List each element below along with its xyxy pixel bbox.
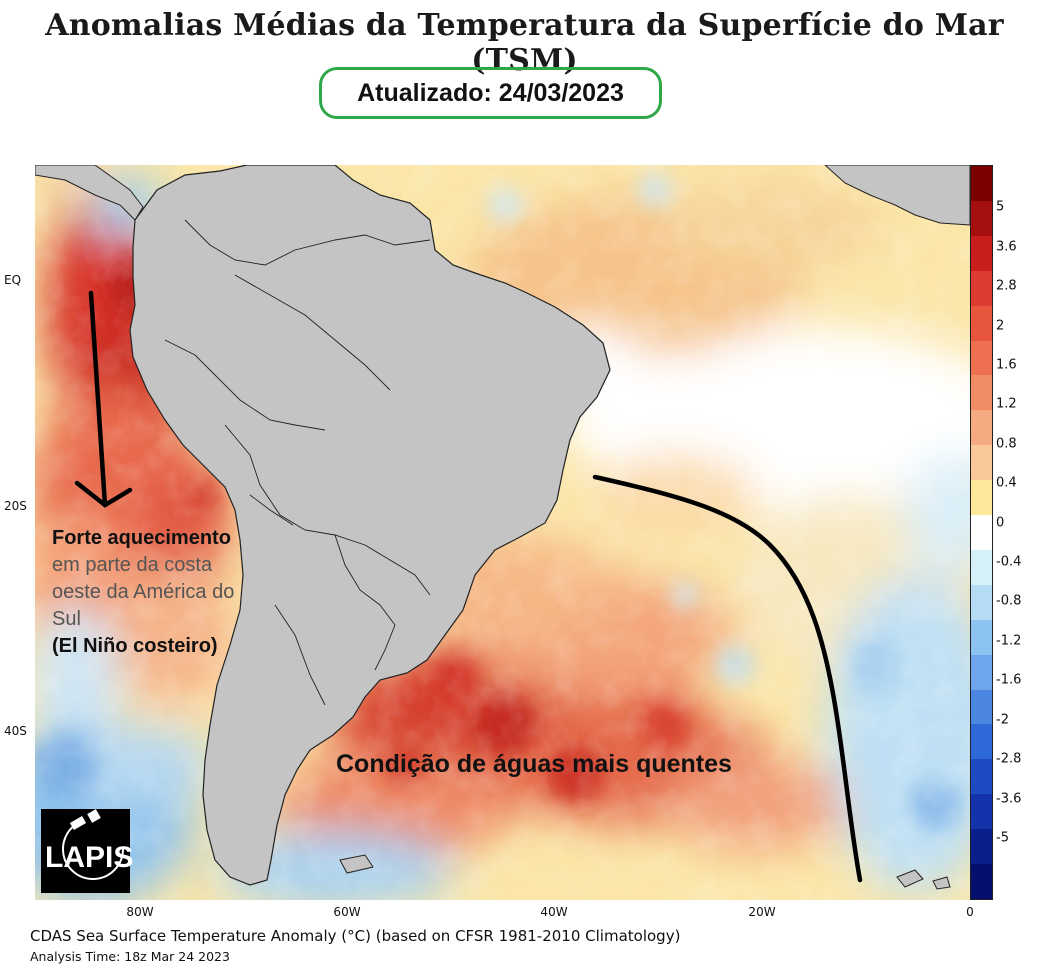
colorbar-segment	[971, 584, 992, 621]
colorbar-tick-label: -0.4	[996, 554, 1022, 570]
lat-label-20s: 20S	[4, 499, 27, 513]
colorbar-segment	[971, 759, 992, 795]
colorbar-segment	[971, 305, 992, 341]
colorbar-segment	[971, 724, 992, 760]
lon-label-20w: 20W	[748, 905, 776, 919]
lapis-logo: LAPIS	[41, 809, 134, 893]
colorbar-tick-label: 1.6	[996, 357, 1017, 373]
colorbar-tick-label: 0.4	[996, 475, 1017, 491]
colorbar-segment	[971, 270, 992, 307]
colorbar-segment	[971, 864, 992, 900]
colorbar-tick-label: -0.8	[996, 593, 1022, 609]
colorbar-tick-label: 0.8	[996, 436, 1017, 452]
analysis-time: Analysis Time: 18z Mar 24 2023	[30, 949, 230, 964]
island-east-2	[932, 876, 951, 890]
colorbar-tick-label: 5	[996, 199, 1005, 215]
falklands	[339, 854, 374, 874]
colorbar-tick-label: 1.2	[996, 396, 1017, 412]
logo-text: LAPIS	[45, 841, 134, 874]
lat-label-eq: EQ	[4, 273, 22, 287]
annotation-west-coast: em parte da costa oeste da América do Su…	[52, 554, 235, 630]
colorbar-segment	[971, 410, 992, 446]
map-caption: CDAS Sea Surface Temperature Anomaly (°C…	[30, 927, 681, 945]
warm-boundary-line	[592, 474, 863, 883]
colorbar-segment	[971, 480, 992, 516]
colorbar-segment	[971, 654, 992, 691]
lon-label-0: 0	[966, 905, 974, 919]
page-title: Anomalias Médias da Temperatura da Super…	[45, 8, 1004, 78]
colorbar-tick-label: -1.6	[996, 672, 1022, 688]
colorbar-segment	[971, 549, 992, 586]
annotation-strong-warming: Forte aquecimento	[52, 527, 231, 549]
updated-badge: Atualizado: 24/03/2023	[319, 67, 662, 119]
colorbar-segment	[971, 235, 992, 272]
lon-label-80w: 80W	[126, 905, 154, 919]
colorbar-segment	[971, 515, 992, 551]
satellite-icon	[62, 809, 124, 880]
annotation-el-nino: (El Niño costeiro)	[52, 635, 218, 657]
colorbar-segment	[971, 200, 992, 237]
lon-label-60w: 60W	[333, 905, 361, 919]
lon-label-40w: 40W	[540, 905, 568, 919]
colorbar-segment	[971, 794, 992, 830]
colorbar-tick-label: 3.6	[996, 239, 1017, 255]
colorbar-segment	[971, 689, 992, 725]
colorbar-tick-label: 0	[996, 515, 1005, 531]
warming-arrow	[74, 290, 133, 508]
colorbar-segment	[971, 375, 992, 411]
colorbar	[970, 165, 993, 900]
west-coast-annotation: Forte aquecimento em parte da costa oest…	[52, 525, 242, 660]
island-east	[896, 869, 924, 888]
lat-label-40s: 40S	[4, 724, 27, 738]
colorbar-tick-label: -2.8	[996, 751, 1022, 767]
colorbar-segment	[971, 340, 992, 376]
sst-anomaly-map	[35, 165, 970, 900]
colorbar-segment	[971, 166, 992, 202]
colorbar-tick-label: -2	[996, 712, 1009, 728]
colorbar-segment	[971, 619, 992, 656]
colorbar-tick-label: 2	[996, 318, 1005, 334]
colorbar-segment	[971, 445, 992, 481]
colorbar-tick-label: -5	[996, 830, 1009, 846]
colorbar-tick-label: -1.2	[996, 633, 1022, 649]
south-america-land	[129, 165, 611, 886]
colorbar-tick-label: 2.8	[996, 278, 1017, 294]
africa-land	[824, 165, 970, 226]
colorbar-segment	[971, 829, 992, 865]
central-america-land	[35, 165, 144, 221]
warm-waters-annotation: Condição de águas mais quentes	[336, 750, 732, 778]
colorbar-tick-label: -3.6	[996, 791, 1022, 807]
country-borders	[164, 219, 431, 706]
